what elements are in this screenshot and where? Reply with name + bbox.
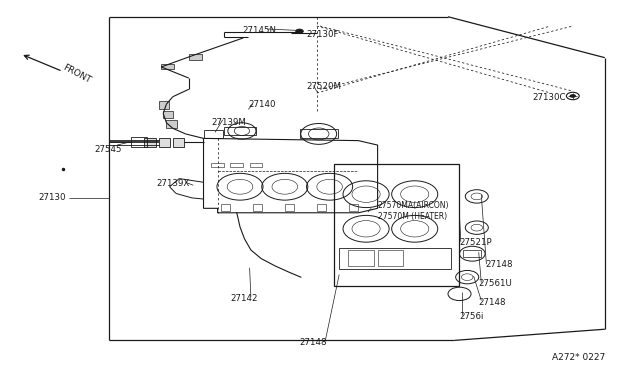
Bar bbox=[230, 163, 243, 167]
Bar bbox=[161, 64, 174, 69]
Bar bbox=[163, 111, 173, 118]
Bar bbox=[348, 250, 374, 266]
Text: A272* 0227: A272* 0227 bbox=[552, 353, 605, 362]
Text: 27142: 27142 bbox=[230, 294, 258, 303]
Bar bbox=[253, 204, 262, 211]
Text: 27148: 27148 bbox=[300, 339, 327, 347]
Text: 27140: 27140 bbox=[248, 100, 276, 109]
Bar bbox=[211, 163, 224, 167]
Text: 27570M (HEATER): 27570M (HEATER) bbox=[378, 212, 447, 221]
Bar bbox=[159, 138, 170, 147]
Text: FRONT: FRONT bbox=[61, 63, 92, 86]
Bar bbox=[334, 164, 459, 286]
Text: 27148: 27148 bbox=[479, 298, 506, 307]
Bar bbox=[204, 130, 223, 138]
Bar bbox=[144, 138, 156, 147]
Circle shape bbox=[570, 94, 576, 98]
Bar bbox=[339, 248, 451, 269]
Bar bbox=[285, 204, 294, 211]
Bar bbox=[173, 138, 184, 147]
Bar bbox=[250, 163, 262, 167]
Text: 27130: 27130 bbox=[38, 193, 66, 202]
Bar bbox=[159, 101, 169, 109]
Text: 27145N: 27145N bbox=[242, 26, 276, 35]
Text: 27520M: 27520M bbox=[306, 82, 341, 91]
Bar bbox=[189, 54, 202, 60]
Bar bbox=[463, 250, 481, 257]
Text: 27545: 27545 bbox=[95, 145, 122, 154]
Bar bbox=[166, 120, 177, 128]
Text: 27139M: 27139M bbox=[211, 118, 246, 126]
Circle shape bbox=[296, 29, 303, 33]
Bar bbox=[300, 129, 338, 138]
Text: 27148: 27148 bbox=[485, 260, 513, 269]
Bar bbox=[131, 137, 147, 147]
Text: 27561U: 27561U bbox=[479, 279, 513, 288]
Text: 27130F: 27130F bbox=[306, 30, 339, 39]
Bar bbox=[349, 204, 358, 211]
Bar bbox=[221, 204, 230, 211]
Bar bbox=[378, 250, 403, 266]
Bar bbox=[317, 204, 326, 211]
Text: 27130C: 27130C bbox=[532, 93, 566, 102]
Text: 27521P: 27521P bbox=[460, 238, 492, 247]
Text: 27570MA(AIRCON): 27570MA(AIRCON) bbox=[378, 201, 449, 210]
Text: 27139X: 27139X bbox=[157, 179, 190, 187]
Text: 2756i: 2756i bbox=[460, 312, 484, 321]
Bar bbox=[224, 127, 256, 135]
